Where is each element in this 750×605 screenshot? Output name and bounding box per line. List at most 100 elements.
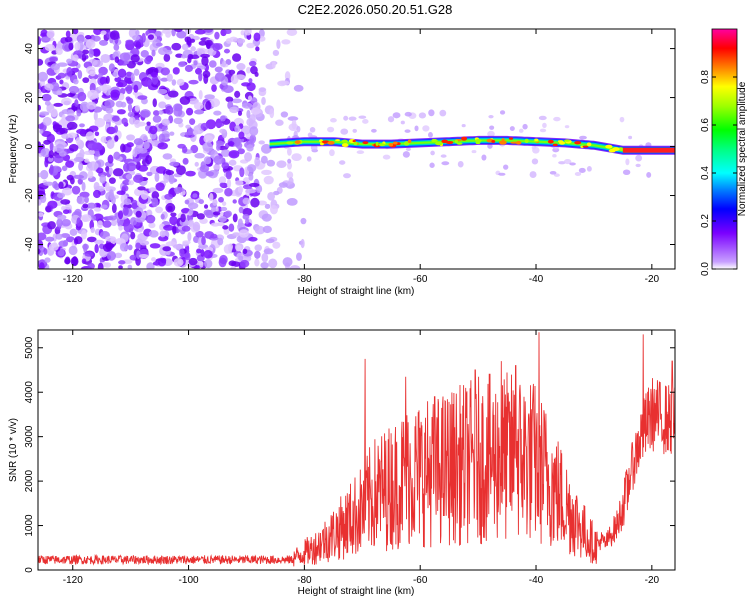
faint-blob	[440, 154, 447, 158]
faint-blob	[487, 143, 493, 149]
ridge-hotspot	[335, 139, 340, 142]
noise-blob	[173, 117, 183, 125]
noise-blob	[224, 210, 232, 218]
noise-blob	[43, 139, 51, 145]
noise-blob	[76, 128, 87, 135]
faint-blob	[414, 125, 419, 132]
noise-blob	[286, 29, 298, 36]
noise-blob	[80, 229, 87, 240]
faint-blob	[400, 120, 405, 125]
noise-blob	[284, 71, 291, 81]
noise-blob	[67, 132, 78, 139]
noise-blob	[172, 225, 177, 235]
faint-blob	[625, 158, 630, 166]
noise-blob	[62, 209, 70, 215]
noise-blob	[84, 35, 92, 40]
faint-blob	[404, 111, 412, 117]
noise-blob	[246, 144, 254, 152]
noise-blob	[85, 131, 95, 141]
noise-blob	[203, 250, 213, 259]
noise-blob	[245, 218, 250, 225]
noise-blob	[137, 227, 143, 233]
snr-xlabel: Height of straight line (km)	[298, 586, 415, 597]
noise-blob	[134, 119, 141, 129]
ridge-hotspot	[441, 139, 449, 144]
noise-blob	[247, 95, 253, 101]
noise-blob	[97, 262, 104, 269]
noise-blob	[152, 110, 160, 116]
noise-blob	[272, 49, 280, 57]
noise-blob	[228, 69, 236, 75]
faint-blob	[422, 125, 430, 132]
noise-blob	[61, 218, 71, 227]
colorbar-label: Normalized spectral amplitude	[737, 81, 748, 216]
ridge-hotspot	[388, 142, 394, 147]
noise-blob	[140, 50, 149, 58]
noise-blob	[179, 96, 191, 105]
noise-blob	[228, 150, 240, 159]
noise-blob	[208, 60, 217, 68]
noise-blob	[202, 142, 213, 152]
noise-blob	[188, 202, 199, 210]
noise-blob	[47, 221, 56, 230]
noise-blob	[100, 53, 111, 63]
noise-blob	[249, 126, 259, 136]
noise-blob	[212, 43, 221, 52]
noise-blob	[187, 232, 192, 242]
noise-blob	[126, 162, 137, 172]
noise-blob	[204, 94, 215, 100]
faint-blob	[402, 151, 410, 158]
noise-blob	[213, 155, 224, 165]
noise-blob	[176, 30, 187, 39]
noise-blob	[261, 169, 272, 176]
noise-blob	[254, 250, 261, 259]
noise-blob	[165, 105, 174, 115]
noise-blob	[282, 257, 293, 267]
noise-blob	[228, 159, 237, 166]
noise-blob	[229, 36, 238, 43]
noise-blob	[248, 60, 257, 67]
noise-blob	[117, 79, 128, 88]
noise-blob	[131, 199, 138, 210]
colorbar-tick-label: 0.4	[700, 166, 711, 180]
noise-blob	[203, 134, 214, 144]
noise-blob	[254, 71, 259, 77]
noise-blob	[244, 29, 252, 36]
noise-blob	[126, 142, 134, 148]
noise-blob	[296, 252, 302, 261]
noise-blob	[123, 198, 132, 206]
noise-blob	[248, 78, 253, 83]
spectrogram-xtick-label: -100	[179, 274, 199, 285]
faint-blob	[418, 112, 427, 119]
noise-blob	[161, 118, 170, 126]
faint-blob	[531, 145, 537, 150]
noise-blob	[114, 56, 120, 64]
noise-blob	[58, 119, 69, 126]
spectrogram-axes: -120 -100 -80 -60 -40 -20 -40 -20 0 20 40	[24, 29, 675, 285]
noise-blob	[74, 41, 81, 51]
noise-blob	[70, 67, 80, 73]
noise-blob	[155, 206, 164, 214]
noise-blob	[84, 251, 94, 257]
snr-xtick-label: -120	[63, 575, 83, 586]
noise-blob	[293, 84, 304, 92]
noise-blob	[175, 53, 184, 58]
noise-blob	[151, 197, 159, 208]
noise-blob	[87, 89, 99, 100]
faint-blob	[622, 169, 631, 176]
faint-blob	[542, 122, 547, 128]
noise-blob	[221, 201, 227, 206]
noise-blob	[52, 180, 58, 189]
noise-blob	[96, 220, 104, 229]
noise-blob	[61, 114, 66, 122]
noise-blob	[220, 149, 231, 157]
noise-blob	[182, 157, 189, 165]
faint-blob	[371, 128, 377, 133]
noise-blob	[194, 29, 206, 35]
ridge-hotspot	[456, 142, 463, 145]
noise-blob	[222, 85, 234, 94]
noise-blob	[158, 235, 169, 242]
ridge-hotspot	[515, 140, 522, 145]
noise-blob	[232, 53, 242, 62]
noise-blob	[38, 71, 48, 82]
